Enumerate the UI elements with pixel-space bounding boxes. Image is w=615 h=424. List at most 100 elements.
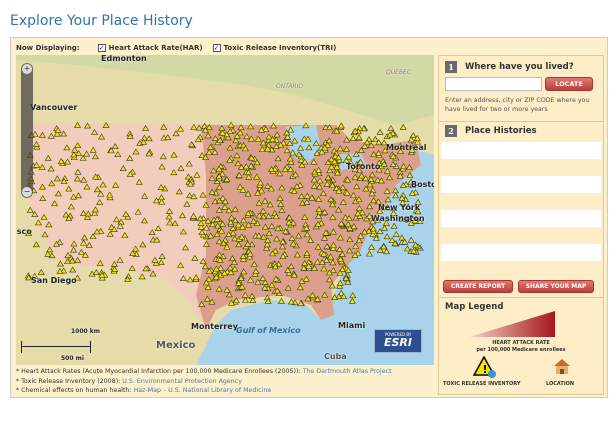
tri-marker[interactable] bbox=[332, 184, 340, 191]
tri-marker[interactable] bbox=[191, 254, 199, 261]
tri-marker[interactable] bbox=[325, 137, 333, 144]
tri-marker[interactable] bbox=[221, 198, 229, 205]
tri-marker[interactable] bbox=[225, 291, 233, 298]
tri-marker[interactable] bbox=[407, 136, 415, 143]
tri-marker[interactable] bbox=[259, 207, 267, 214]
tri-marker[interactable] bbox=[225, 207, 233, 214]
tri-marker[interactable] bbox=[41, 231, 49, 238]
tri-marker[interactable] bbox=[234, 221, 243, 228]
tri-marker[interactable] bbox=[234, 160, 242, 167]
tri-marker[interactable] bbox=[68, 257, 76, 264]
tri-marker[interactable] bbox=[199, 257, 207, 264]
tri-marker[interactable] bbox=[375, 139, 383, 146]
tri-marker[interactable] bbox=[223, 131, 231, 138]
tri-marker[interactable] bbox=[321, 291, 329, 298]
tri-marker[interactable] bbox=[336, 269, 344, 276]
tri-marker[interactable] bbox=[345, 215, 353, 221]
tri-marker[interactable] bbox=[351, 127, 359, 134]
create-report-button[interactable]: CREATE REPORT bbox=[443, 280, 513, 293]
tri-marker[interactable] bbox=[301, 213, 309, 220]
tri-marker[interactable] bbox=[349, 135, 357, 142]
tri-marker[interactable] bbox=[215, 173, 223, 180]
tri-marker[interactable] bbox=[171, 220, 179, 227]
tri-marker[interactable] bbox=[116, 222, 124, 229]
tri-marker[interactable] bbox=[37, 269, 45, 275]
tri-marker[interactable] bbox=[389, 152, 397, 159]
tri-marker[interactable] bbox=[265, 212, 273, 219]
tri-marker[interactable] bbox=[249, 297, 257, 303]
tri-marker[interactable] bbox=[177, 125, 185, 132]
tri-marker[interactable] bbox=[315, 166, 323, 173]
tri-marker[interactable] bbox=[278, 207, 286, 214]
tri-marker[interactable] bbox=[223, 243, 231, 250]
tri-marker[interactable] bbox=[89, 146, 97, 153]
list-item[interactable] bbox=[441, 244, 601, 261]
tri-marker[interactable] bbox=[306, 236, 315, 243]
tri-marker[interactable] bbox=[73, 121, 82, 128]
tri-marker[interactable] bbox=[74, 192, 82, 199]
tri-marker[interactable] bbox=[323, 180, 331, 187]
tri-marker[interactable] bbox=[83, 150, 91, 157]
tri-marker[interactable] bbox=[83, 214, 92, 220]
tri-marker[interactable] bbox=[247, 162, 255, 169]
tri-marker[interactable] bbox=[286, 140, 294, 146]
tri-marker[interactable] bbox=[142, 265, 150, 272]
tri-marker[interactable] bbox=[40, 213, 48, 220]
tri-marker[interactable] bbox=[80, 209, 88, 216]
tri-marker[interactable] bbox=[25, 274, 33, 281]
tri-marker[interactable] bbox=[227, 269, 235, 276]
tri-marker[interactable] bbox=[329, 228, 337, 235]
tri-marker[interactable] bbox=[345, 153, 353, 160]
tri-marker[interactable] bbox=[261, 197, 269, 204]
tri-marker[interactable] bbox=[98, 271, 106, 278]
tri-marker[interactable] bbox=[231, 205, 239, 212]
tri-marker[interactable] bbox=[358, 209, 366, 216]
tri-marker[interactable] bbox=[328, 163, 336, 170]
tri-marker[interactable] bbox=[276, 170, 284, 177]
tri-marker[interactable] bbox=[286, 155, 294, 162]
tri-marker[interactable] bbox=[201, 126, 209, 133]
tri-marker[interactable] bbox=[99, 181, 107, 188]
tri-marker[interactable] bbox=[303, 192, 311, 199]
tri-marker[interactable] bbox=[237, 124, 245, 130]
tri-marker[interactable] bbox=[245, 253, 254, 260]
tri-marker[interactable] bbox=[380, 160, 388, 167]
tri-marker[interactable] bbox=[318, 148, 326, 155]
tri-marker[interactable] bbox=[399, 199, 407, 206]
tri-marker[interactable] bbox=[324, 174, 332, 181]
tri-marker[interactable] bbox=[346, 236, 354, 243]
tri-marker[interactable] bbox=[408, 189, 416, 196]
tri-marker[interactable] bbox=[284, 266, 292, 273]
tri-marker[interactable] bbox=[158, 163, 166, 170]
tri-marker[interactable] bbox=[179, 275, 187, 281]
tri-marker[interactable] bbox=[96, 199, 104, 205]
tri-marker[interactable] bbox=[377, 177, 385, 184]
tri-marker[interactable] bbox=[381, 147, 389, 154]
tri-marker[interactable] bbox=[106, 230, 114, 237]
tri-marker[interactable] bbox=[281, 166, 289, 173]
tri-marker[interactable] bbox=[239, 186, 247, 193]
tri-marker[interactable] bbox=[196, 215, 204, 222]
tri-marker[interactable] bbox=[335, 154, 343, 161]
tri-marker[interactable] bbox=[92, 173, 100, 180]
list-item[interactable] bbox=[441, 227, 601, 244]
tri-marker[interactable] bbox=[245, 173, 253, 180]
tri-marker[interactable] bbox=[38, 131, 46, 138]
tri-marker[interactable] bbox=[65, 215, 73, 222]
tri-marker[interactable] bbox=[46, 246, 54, 253]
tri-marker[interactable] bbox=[261, 279, 269, 285]
list-item[interactable] bbox=[441, 159, 601, 176]
tri-marker[interactable] bbox=[112, 216, 121, 223]
tri-marker[interactable] bbox=[392, 192, 400, 199]
tri-marker[interactable] bbox=[205, 149, 213, 156]
tri-marker[interactable] bbox=[383, 204, 392, 211]
tri-marker[interactable] bbox=[414, 198, 422, 205]
tri-marker[interactable] bbox=[226, 264, 234, 271]
tri-marker[interactable] bbox=[202, 224, 211, 231]
tri-marker[interactable] bbox=[194, 136, 202, 143]
tri-marker[interactable] bbox=[333, 163, 341, 170]
tri-marker[interactable] bbox=[369, 225, 377, 232]
tri-marker[interactable] bbox=[215, 184, 223, 190]
list-item[interactable] bbox=[441, 210, 601, 227]
tri-marker[interactable] bbox=[382, 219, 390, 226]
